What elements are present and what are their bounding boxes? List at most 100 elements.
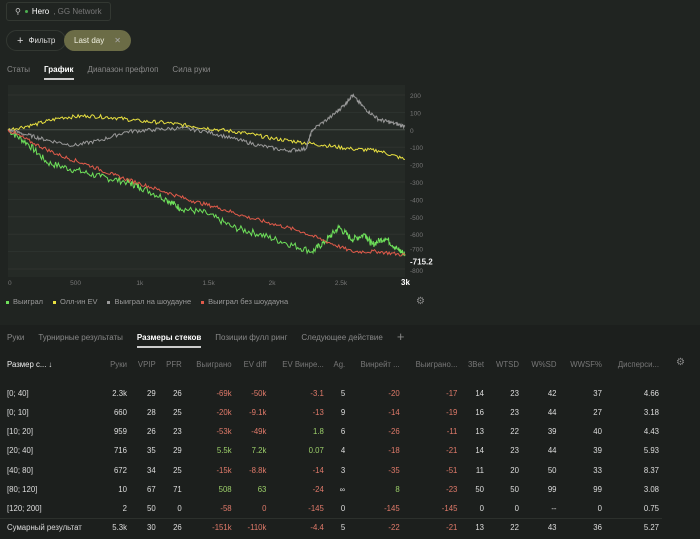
plus-icon: + [17,34,24,47]
tab-preflop-range[interactable]: Диапазон префлоп [87,65,159,74]
table-cell: 23 [173,427,182,437]
table-row[interactable]: [40; 80] 672 34 25 -15k -8.8k -14 3 -35 -51 11 20 50… [0,461,662,480]
tab-graph[interactable]: График [44,65,74,80]
table-cell: -3.1 [310,389,324,398]
table-cell: 2.3k [112,389,127,398]
column-header[interactable]: Выиграно... [415,359,458,369]
table-cell: 3.08 [643,484,659,494]
table-cell: 44 [547,446,557,456]
series-line-3 [7,129,406,257]
column-header[interactable]: 3Bet [467,359,485,369]
table-cell: Сумарный результат [0,517,103,538]
table-cell: 5.27 [604,517,662,538]
table-row[interactable]: [20; 40] 716 35 29 5.5k 7.2k 0.07 4 -18 -21 14 23 44… [0,441,662,460]
x-tick-label: 1.5k [203,280,216,287]
table-cell: 23 [510,446,519,456]
column-header[interactable]: Винрейт ... [360,359,400,369]
table-cell: -4.4 [269,517,327,538]
y-tick-label: -700 [410,247,423,254]
table-cell: 508 [218,484,232,494]
filter-chip-last-day[interactable]: Last day ✕ [64,30,131,51]
summary-row[interactable]: Сумарный результат 5.3k 30 26 -151k -110k -4.4… [0,517,662,538]
column-header[interactable]: W%SD [531,359,557,369]
column-header[interactable]: PFR [166,359,182,369]
tab-hand-strength[interactable]: Сила руки [172,65,211,74]
table-cell: 0 [177,503,182,513]
table-cell: 8.37 [643,465,659,475]
tab-stack-sizes[interactable]: Размеры стеков [136,333,202,348]
column-header[interactable]: VPIP [137,359,156,369]
table-cell: 9 [340,408,346,418]
close-icon[interactable]: ✕ [114,36,121,45]
legend-non-showdown[interactable]: Выиграл без шоудауна [201,297,288,306]
table-row[interactable]: [0; 10] 660 28 25 -20k -9.1k -13 9 -14 -19 16 23 44 2… [0,403,662,422]
table-row[interactable]: [0; 40] 2.3k 29 26 -69k -50k -3.1 5 -20 -17 14 23 42… [0,376,662,403]
tab-next-action[interactable]: Следующее действие [301,333,383,342]
table-cell: -145 [441,503,458,513]
y-tick-label: -500 [410,215,423,222]
table-cell: -26 [388,427,400,437]
table-cell: -53k [216,427,232,437]
table-cell: 29 [173,446,182,456]
x-tick-label: 500 [70,280,81,287]
table-cell: 30 [129,517,159,538]
legend-won[interactable]: Выиграл [6,297,43,306]
chart-settings-icon[interactable]: ⚙ [416,296,425,307]
column-header[interactable]: Дисперси... [617,359,659,369]
table-cell: 3 [340,465,346,475]
column-header[interactable]: WWSF% [570,359,602,369]
table-row[interactable]: [80; 120] 10 67 71 508 63 -24 ∞ 8 -23 50 50 99 99 3.08 [0,480,662,499]
column-header[interactable]: EV Винре... [282,359,324,369]
add-filter-button[interactable]: + Фильтр [6,30,67,51]
top-tabs: Статы График Диапазон префлоп Сила руки [7,65,210,80]
table-cell: 28 [146,408,156,418]
table-cell: 27 [593,408,602,418]
y-tick-label: -200 [410,163,423,170]
table-cell: 33 [593,465,602,475]
y-tick-label: 0 [410,128,414,135]
table-cell: 40 [593,427,602,437]
column-header[interactable]: Ag. [333,359,346,369]
table-cell: 20 [510,465,519,475]
table-cell: -17 [446,389,458,398]
table-cell: 5.93 [643,446,659,456]
table-cell: 0 [479,503,485,513]
table-cell: 0 [340,503,346,513]
column-header[interactable]: EV diff [243,359,267,369]
table-cell: 50 [475,484,485,494]
column-header[interactable]: Размер с... ↓ [7,359,53,369]
table-cell: 23 [510,389,519,398]
player-selector[interactable]: ⚲ Hero, GG Network [6,2,111,21]
column-header[interactable]: Выиграно [196,359,232,369]
table-cell: -21 [402,517,461,538]
table-row[interactable]: [10; 20] 959 26 23 -53k -49k 1.8 6 -26 -11 13 22 39 4… [0,422,662,441]
table-row[interactable]: [120; 200] 2 50 0 -58 0 -145 0 -145 -145 0 0 -- 0 0.75 [0,499,662,518]
table-cell: -20k [216,408,232,418]
add-tab-icon[interactable]: + [396,329,405,344]
table-cell: 7.2k [251,446,267,456]
table-cell: -20 [388,389,400,398]
tab-stats[interactable]: Статы [7,65,31,74]
y-tick-label: -600 [410,232,423,239]
legend-showdown[interactable]: Выиграл на шоудауне [107,297,191,306]
table-settings-icon[interactable]: ⚙ [676,357,685,368]
tab-hands[interactable]: Руки [7,333,25,342]
table-cell: 716 [113,446,127,456]
table-cell: -8.8k [249,465,267,475]
table-cell: -58 [220,503,232,513]
column-header[interactable]: Руки [110,359,127,369]
legend-allin-ev[interactable]: Олл-ин EV [53,297,97,306]
column-header[interactable]: WTSD [496,359,519,369]
y-tick-label: 100 [410,110,421,117]
tab-tournament-results[interactable]: Турнирные результаты [38,333,123,342]
table-cell: -69k [216,389,232,398]
table-cell: 39 [547,427,557,437]
table-cell: 13 [460,517,488,538]
stack-size-table: Размер с... ↓ Руки VPIP PFR Выиграно EV diff E… [0,352,662,538]
table-cell: 0.75 [643,503,659,513]
table-cell: 5 [326,517,349,538]
x-tick-label: 0 [8,280,12,287]
table-cell: 99 [547,484,557,494]
table-cell: [40; 80] [7,465,34,475]
tab-positions[interactable]: Позиции фулл ринг [215,333,288,342]
